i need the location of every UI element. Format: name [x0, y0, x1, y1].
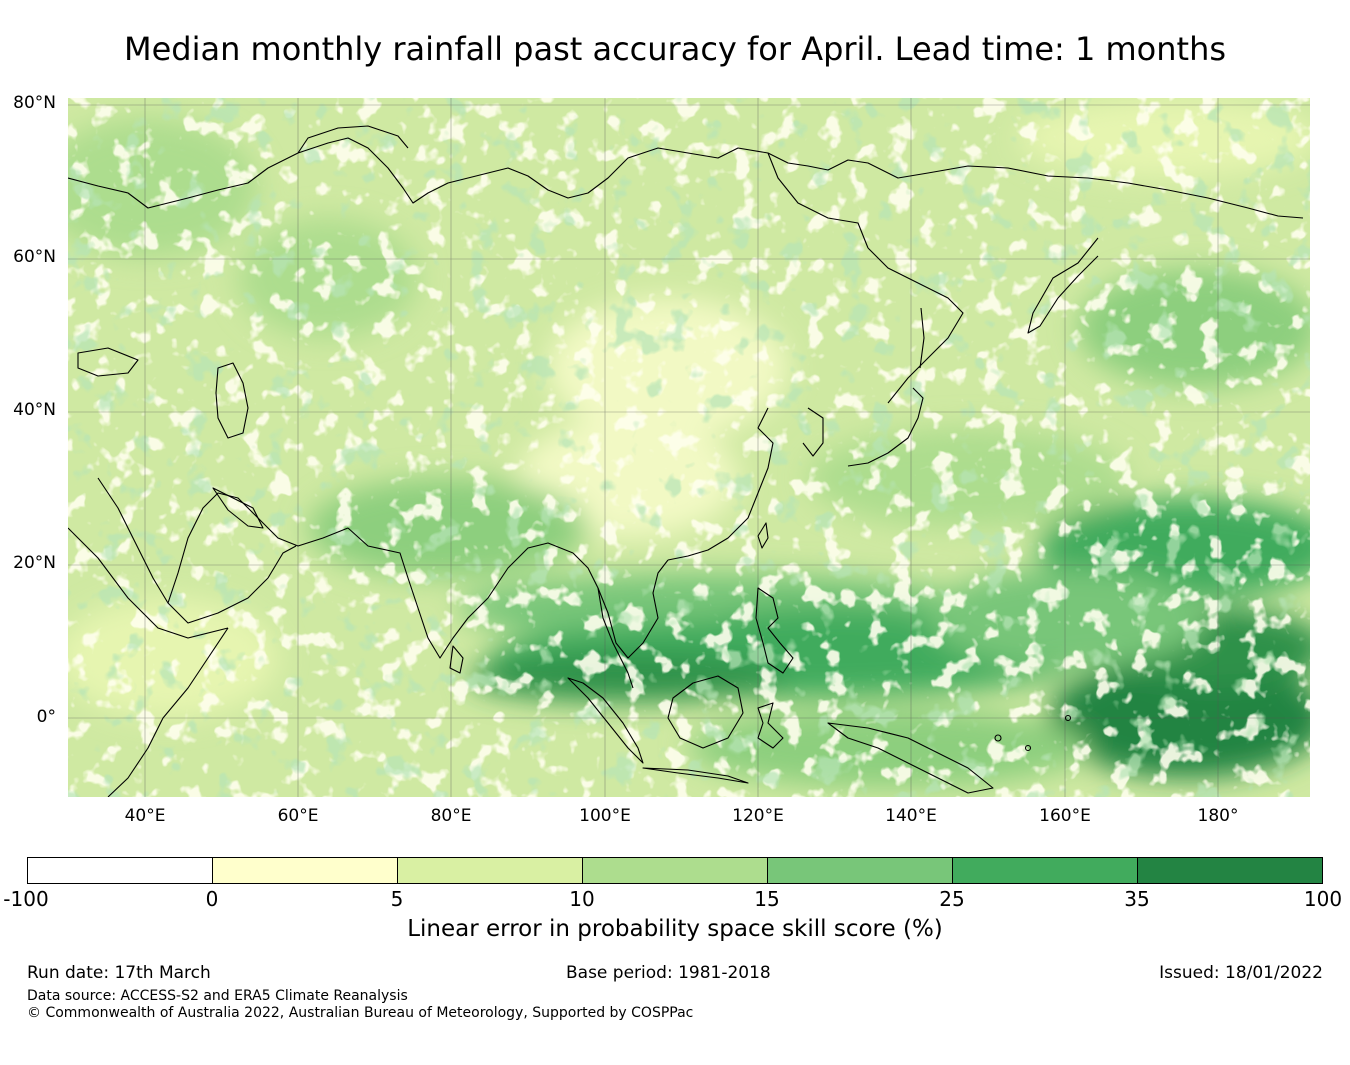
colorbar-tick: -100 [3, 887, 49, 911]
colorbar-tick: 5 [390, 887, 404, 911]
issued-date: Issued: 18/01/2022 [1159, 963, 1323, 983]
lat-label-0: 0° [36, 707, 56, 727]
run-date: Run date: 17th March [27, 963, 211, 983]
lon-label-120e: 120°E [732, 806, 784, 826]
lat-label-60n: 60°N [13, 247, 56, 267]
colorbar-tick: 10 [569, 887, 595, 911]
graticule [68, 98, 1310, 797]
colorbar-segment-25-35 [953, 858, 1138, 883]
colorbar-tick: 100 [1303, 887, 1343, 911]
coastlines [68, 125, 1304, 797]
colorbar-segment-5-10 [398, 858, 583, 883]
colorbar-tick: 0 [205, 887, 219, 911]
copyright: © Commonwealth of Australia 2022, Austra… [27, 1005, 694, 1021]
lat-label-40n: 40°N [13, 400, 56, 420]
colorbar-tick: 15 [754, 887, 780, 911]
lat-label-80n: 80°N [13, 93, 56, 113]
map-title: Median monthly rainfall past accuracy fo… [123, 30, 1227, 68]
lon-label-100e: 100°E [579, 806, 631, 826]
lat-label-20n: 20°N [13, 553, 56, 573]
colorbar-segment-35-100 [1138, 858, 1322, 883]
base-period: Base period: 1981-2018 [566, 963, 771, 983]
lon-label-180: 180° [1197, 806, 1239, 826]
colorbar-tick: 25 [939, 887, 965, 911]
colorbar-label: Linear error in probability space skill … [407, 916, 943, 942]
skill-score-map [68, 98, 1310, 797]
colorbar-segment-0-5 [213, 858, 398, 883]
lon-label-80e: 80°E [430, 806, 472, 826]
lon-label-40e: 40°E [124, 806, 166, 826]
lon-label-160e: 160°E [1039, 806, 1091, 826]
colorbar-segment-neg100-0 [28, 858, 213, 883]
colorbar-segment-10-15 [583, 858, 768, 883]
colorbar-tick: 35 [1124, 887, 1150, 911]
colorbar-segment-15-25 [768, 858, 953, 883]
data-source: Data source: ACCESS-S2 and ERA5 Climate … [27, 988, 408, 1004]
lon-label-140e: 140°E [885, 806, 937, 826]
lon-label-60e: 60°E [277, 806, 319, 826]
colorbar [27, 857, 1323, 884]
